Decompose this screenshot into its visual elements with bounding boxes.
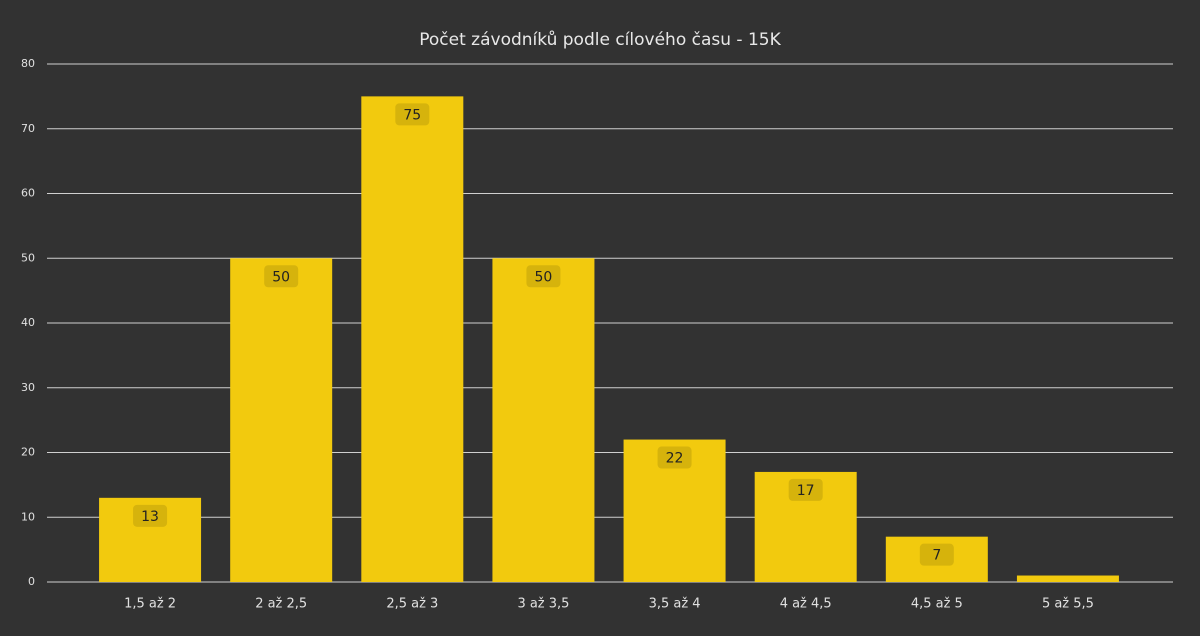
x-tick-label: 2,5 až 3 bbox=[386, 597, 438, 612]
value-label: 17 bbox=[797, 483, 815, 499]
value-label-box bbox=[264, 265, 299, 288]
x-tick-label: 4,5 až 5 bbox=[911, 597, 963, 612]
value-label: 50 bbox=[535, 269, 553, 285]
value-label: 75 bbox=[403, 107, 421, 123]
y-tick-label: 20 bbox=[21, 446, 35, 459]
value-label-box bbox=[133, 504, 168, 527]
value-label-box bbox=[526, 265, 561, 288]
value-label: 50 bbox=[272, 269, 290, 285]
value-label-box bbox=[395, 103, 430, 126]
bar bbox=[361, 96, 464, 582]
y-tick-label: 70 bbox=[21, 122, 35, 135]
y-tick-label: 80 bbox=[21, 57, 35, 70]
x-tick-label: 2 až 2,5 bbox=[255, 597, 307, 612]
x-tick-label: 4 až 4,5 bbox=[780, 597, 832, 612]
y-tick-label: 30 bbox=[21, 381, 35, 394]
x-tick-label: 3,5 až 4 bbox=[649, 597, 701, 612]
bar bbox=[1016, 575, 1119, 582]
chart-title: Počet závodníků podle cílového času - 15… bbox=[419, 30, 781, 50]
y-tick-label: 0 bbox=[28, 575, 35, 588]
value-label-box bbox=[919, 543, 954, 566]
value-label: 7 bbox=[932, 548, 941, 564]
y-tick-label: 10 bbox=[21, 510, 35, 523]
y-tick-label: 50 bbox=[21, 251, 35, 264]
x-tick-label: 5 až 5,5 bbox=[1042, 597, 1094, 612]
x-tick-label: 3 až 3,5 bbox=[517, 597, 569, 612]
y-tick-label: 40 bbox=[21, 316, 35, 329]
value-label-box bbox=[788, 478, 823, 501]
value-label-box bbox=[657, 446, 692, 469]
bar bbox=[492, 258, 595, 582]
y-tick-label: 60 bbox=[21, 187, 35, 200]
bar bbox=[230, 258, 333, 582]
value-label: 13 bbox=[141, 509, 159, 525]
value-label: 22 bbox=[666, 451, 684, 467]
x-tick-label: 1,5 až 2 bbox=[124, 597, 176, 612]
